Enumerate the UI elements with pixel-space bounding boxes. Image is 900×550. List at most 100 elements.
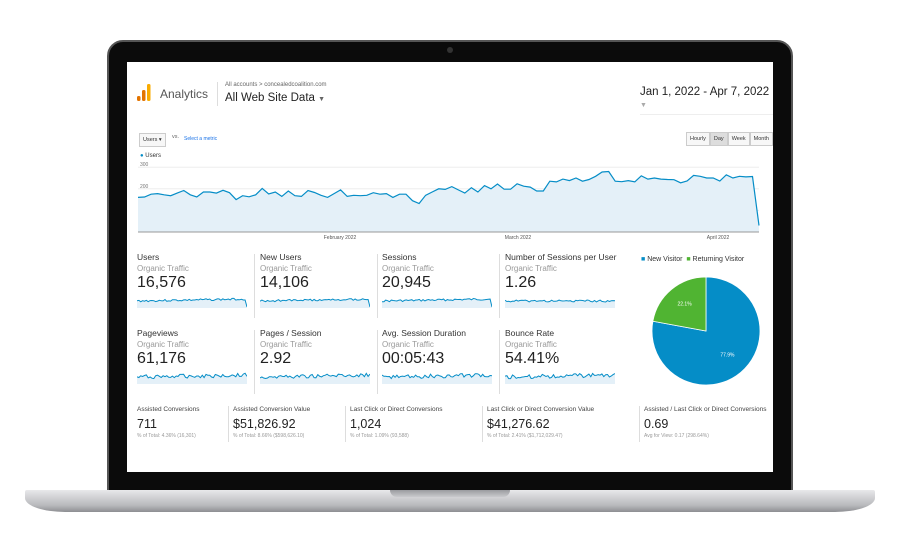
divider xyxy=(639,406,640,442)
chart-legend: ● Users xyxy=(140,153,161,159)
sparkline-line xyxy=(505,372,615,380)
laptop-base xyxy=(25,490,875,512)
conversion-metric[interactable]: Last Click or Direct Conversion Value $41… xyxy=(487,406,594,439)
hourly-button[interactable]: Hourly xyxy=(686,132,710,146)
conversion-metric[interactable]: Assisted / Last Click or Direct Conversi… xyxy=(644,406,766,439)
conversion-name: Assisted / Last Click or Direct Conversi… xyxy=(644,406,767,413)
view-name: All Web Site Data xyxy=(225,92,315,104)
sparkline xyxy=(382,297,492,308)
metric-tile[interactable]: Avg. Session Duration Organic Traffic 00:0… xyxy=(382,328,498,394)
vs-label: vs. xyxy=(172,134,180,140)
divider xyxy=(499,254,500,318)
tile-value: 1.26 xyxy=(505,274,537,291)
analytics-screen: Analytics All accounts > concealedcoalit… xyxy=(127,62,773,472)
tile-value: 20,945 xyxy=(382,274,431,291)
sparkline xyxy=(382,373,492,384)
conversion-metric[interactable]: Assisted Conversions 711 % of Total: 4.36%… xyxy=(137,406,200,439)
legend-new-visitor: New Visitor xyxy=(647,256,683,263)
metric-tile[interactable]: Users Organic Traffic 16,576 xyxy=(137,252,253,318)
x-tick-label: March 2022 xyxy=(505,235,532,241)
sparkline-line xyxy=(382,373,492,380)
conversion-value: 0.69 xyxy=(644,417,669,431)
conversion-value: $51,826.92 xyxy=(233,417,296,431)
metric-tile[interactable]: New Users Organic Traffic 14,106 xyxy=(260,252,376,318)
breadcrumb[interactable]: All accounts > concealedcoalition.com xyxy=(225,82,327,88)
divider xyxy=(377,254,378,318)
y-tick-label: 300 xyxy=(140,162,149,168)
tile-segment: Organic Traffic xyxy=(260,264,312,273)
tile-segment: Organic Traffic xyxy=(505,340,557,349)
metric-selector[interactable]: Users ▾ xyxy=(139,133,166,147)
view-selector[interactable]: All Web Site Data ▼ xyxy=(225,92,325,104)
tile-name: Sessions xyxy=(382,252,417,262)
sparkline-line xyxy=(382,297,492,308)
users-line xyxy=(137,170,760,226)
tile-segment: Organic Traffic xyxy=(137,264,189,273)
conversion-name: Assisted Conversions xyxy=(137,406,200,413)
month-button[interactable]: Month xyxy=(749,132,773,146)
conversion-value: $41,276.62 xyxy=(487,417,550,431)
conversion-name: Last Click or Direct Conversion Value xyxy=(487,406,595,413)
divider xyxy=(254,254,255,318)
metric-tile[interactable]: Number of Sessions per User Organic Traff… xyxy=(505,252,621,318)
tile-name: Number of Sessions per User xyxy=(505,252,617,262)
sparkline-line xyxy=(260,298,370,308)
conversion-value: 1,024 xyxy=(350,417,382,431)
sparkline-area xyxy=(505,373,615,384)
tile-segment: Organic Traffic xyxy=(505,264,557,273)
tile-value: 54.41% xyxy=(505,350,560,367)
camera xyxy=(447,47,453,53)
date-range-picker[interactable]: Jan 1, 2022 - Apr 7, 2022 ▼ xyxy=(640,86,773,115)
day-button[interactable]: Day xyxy=(709,132,728,146)
tile-name: Avg. Session Duration xyxy=(382,328,466,338)
visitor-pie-chart[interactable]: 77.9% 22.1% xyxy=(646,271,766,391)
sparkline xyxy=(505,372,615,384)
date-range-label: Jan 1, 2022 - Apr 7, 2022 xyxy=(640,86,770,98)
sparkline-line xyxy=(505,299,615,303)
metric-tile[interactable]: Pages / Session Organic Traffic 2.92 xyxy=(260,328,376,394)
conversion-metric[interactable]: Assisted Conversion Value $51,826.92 % of … xyxy=(233,406,310,439)
conversion-footer: % of Total: 1.09% (93,588) xyxy=(350,433,409,439)
tile-value: 2.92 xyxy=(260,350,292,367)
metric-tile[interactable]: Bounce Rate Organic Traffic 54.41% xyxy=(505,328,621,394)
sparkline-line xyxy=(137,297,247,308)
metric-tile[interactable]: Pageviews Organic Traffic 61,176 xyxy=(137,328,253,394)
sparkline xyxy=(137,297,247,308)
caret-down-icon: ▼ xyxy=(640,102,647,109)
tile-name: Bounce Rate xyxy=(505,328,555,338)
conversion-footer: % of Total: 8.66% ($598,626.10) xyxy=(233,433,305,439)
select-metric-link[interactable]: Select a metric xyxy=(184,136,218,142)
tile-value: 61,176 xyxy=(137,350,186,367)
tile-segment: Organic Traffic xyxy=(260,340,312,349)
sparkline xyxy=(505,299,615,308)
legend-returning-visitor: Returning Visitor xyxy=(692,256,745,263)
sparkline-line xyxy=(260,372,370,380)
conversion-metric[interactable]: Last Click or Direct Conversions 1,024 % o… xyxy=(350,406,442,439)
tile-value: 00:05:43 xyxy=(382,350,445,367)
sparkline-area xyxy=(260,373,370,384)
divider xyxy=(254,330,255,394)
x-tick-label: February 2022 xyxy=(324,235,357,241)
tile-name: Pages / Session xyxy=(260,328,322,338)
tile-segment: Organic Traffic xyxy=(382,264,434,273)
tile-name: Pageviews xyxy=(137,328,179,338)
pie-label: 22.1% xyxy=(677,301,692,307)
app-name: Analytics xyxy=(160,87,209,101)
pie-slice[interactable] xyxy=(652,276,707,332)
sparkline xyxy=(260,298,370,308)
conversion-value: 711 xyxy=(137,417,157,431)
tile-name: New Users xyxy=(260,252,302,262)
legend-dot-icon: ● xyxy=(140,153,144,159)
tile-value: 14,106 xyxy=(260,274,309,291)
legend-square-icon: ■ xyxy=(686,256,691,263)
pie-label: 77.9% xyxy=(720,353,735,359)
sparkline-line xyxy=(137,372,247,380)
conversion-name: Last Click or Direct Conversions xyxy=(350,406,443,413)
metric-label: Users xyxy=(143,137,158,143)
granularity-buttons: Hourly Day Week Month xyxy=(686,132,773,146)
x-tick-label: April 2022 xyxy=(707,235,730,241)
week-button[interactable]: Week xyxy=(727,132,750,146)
metric-tile[interactable]: Sessions Organic Traffic 20,945 xyxy=(382,252,498,318)
tile-name: Users xyxy=(137,252,160,262)
